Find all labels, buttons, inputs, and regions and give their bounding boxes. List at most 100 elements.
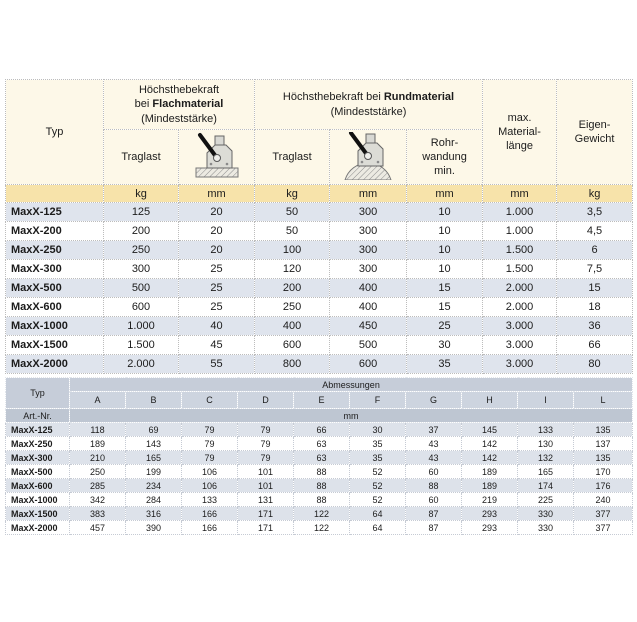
article-number-header: Art.-Nr. bbox=[5, 408, 70, 423]
table-cell: 118 bbox=[69, 422, 126, 437]
table-cell: 36 bbox=[556, 316, 634, 336]
table-cell: 60 bbox=[405, 464, 462, 479]
max-material-length-header: max. Material- länge bbox=[482, 79, 558, 185]
table-cell: 250 bbox=[254, 297, 331, 317]
capacity-table-row: MaxX-1500 1.500 45 600 500 30 3.000 66 bbox=[5, 335, 634, 355]
type-label: MaxX-250 bbox=[5, 240, 104, 260]
table-cell: 52 bbox=[349, 478, 406, 493]
table-cell: 132 bbox=[517, 450, 574, 465]
type-label: MaxX-300 bbox=[5, 450, 70, 465]
table-cell: 390 bbox=[125, 520, 182, 535]
table-cell: 1.000 bbox=[103, 316, 179, 336]
spec-sheet: Typ Höchsthebekraft bei Flachmaterial (M… bbox=[5, 79, 634, 535]
dimension-letter-header: A bbox=[69, 391, 126, 409]
table-cell: 63 bbox=[293, 450, 350, 465]
table-cell: 80 bbox=[556, 354, 634, 374]
rund-icon-cell bbox=[329, 129, 408, 185]
table-cell: 300 bbox=[329, 202, 408, 222]
table-cell: 500 bbox=[103, 278, 179, 298]
table-cell: 35 bbox=[406, 354, 484, 374]
table-cell: 30 bbox=[349, 422, 406, 437]
table-cell: 1.000 bbox=[482, 202, 558, 222]
table-cell: 3.000 bbox=[482, 354, 558, 374]
unit-cell: kg bbox=[556, 184, 634, 203]
table-cell: 25 bbox=[177, 259, 256, 279]
table-cell: 55 bbox=[177, 354, 256, 374]
type-label: MaxX-200 bbox=[5, 221, 104, 241]
table-cell: 133 bbox=[517, 422, 574, 437]
capacity-table-row: MaxX-500 500 25 200 400 15 2.000 15 bbox=[5, 278, 634, 298]
type-label: MaxX-600 bbox=[5, 297, 104, 317]
dimension-letter-header: L bbox=[572, 391, 634, 409]
table-cell: 25 bbox=[406, 316, 484, 336]
table-cell: 250 bbox=[69, 464, 126, 479]
table-cell: 10 bbox=[406, 221, 484, 241]
table-cell: 30 bbox=[406, 335, 484, 355]
flachmaterial-group-header: Höchsthebekraft bei Flachmaterial (Minde… bbox=[102, 79, 256, 130]
table-cell: 100 bbox=[254, 240, 331, 260]
table-cell: 120 bbox=[254, 259, 331, 279]
table-cell: 189 bbox=[461, 478, 518, 493]
table-cell: 52 bbox=[349, 492, 406, 507]
table-cell: 20 bbox=[177, 240, 256, 260]
dimension-letters-row: A B C D E F G H I L bbox=[6, 391, 634, 409]
table-cell: 125 bbox=[103, 202, 179, 222]
capacity-table-row: MaxX-2000 2.000 55 800 600 35 3.000 80 bbox=[5, 354, 634, 374]
table-cell: 79 bbox=[181, 422, 238, 437]
table-cell: 64 bbox=[349, 520, 406, 535]
table-cell: 171 bbox=[237, 520, 294, 535]
table-cell: 37 bbox=[405, 422, 462, 437]
table-cell: 87 bbox=[405, 506, 462, 521]
dimension-letter-header: G bbox=[405, 391, 462, 409]
table-cell: 35 bbox=[349, 436, 406, 451]
table-cell: 219 bbox=[461, 492, 518, 507]
capacity-table-row: MaxX-250 250 20 100 300 10 1.500 6 bbox=[5, 240, 634, 260]
table-cell: 3.000 bbox=[482, 335, 558, 355]
table-cell: 240 bbox=[572, 492, 634, 507]
table-cell: 137 bbox=[572, 436, 634, 451]
type-label: MaxX-300 bbox=[5, 259, 104, 279]
table-cell: 45 bbox=[177, 335, 256, 355]
table-cell: 2.000 bbox=[482, 297, 558, 317]
table-cell: 133 bbox=[181, 492, 238, 507]
capacity-table-row: MaxX-600 600 25 250 400 15 2.000 18 bbox=[5, 297, 634, 317]
units-row: kg mm kg mm mm mm kg bbox=[5, 184, 634, 203]
table-cell: 200 bbox=[254, 278, 331, 298]
table-cell: 135 bbox=[572, 450, 634, 465]
table-cell: 66 bbox=[556, 335, 634, 355]
table-cell: 600 bbox=[254, 335, 331, 355]
table-cell: 7,5 bbox=[556, 259, 634, 279]
table-cell: 131 bbox=[237, 492, 294, 507]
unit-cell: mm bbox=[329, 184, 408, 203]
type-label: MaxX-1500 bbox=[5, 506, 70, 521]
table-cell: 2.000 bbox=[103, 354, 179, 374]
table-cell: 171 bbox=[237, 506, 294, 521]
table-cell: 122 bbox=[293, 520, 350, 535]
typ-column-header: Typ bbox=[5, 79, 104, 185]
unit-header: mm bbox=[68, 408, 634, 423]
dimensions-table-row: MaxX-600 285 234 106 101 88 52 88 189 17… bbox=[5, 478, 634, 493]
table-cell: 600 bbox=[329, 354, 408, 374]
table-cell: 101 bbox=[237, 464, 294, 479]
table-cell: 130 bbox=[517, 436, 574, 451]
table-cell: 200 bbox=[103, 221, 179, 241]
type-label: MaxX-250 bbox=[5, 436, 70, 451]
table-cell: 142 bbox=[461, 436, 518, 451]
type-label: MaxX-1000 bbox=[5, 492, 70, 507]
capacity-table-row: MaxX-1000 1.000 40 400 450 25 3.000 36 bbox=[5, 316, 634, 336]
table-cell: 170 bbox=[572, 464, 634, 479]
dimension-letter-header: D bbox=[237, 391, 294, 409]
table-cell: 199 bbox=[125, 464, 182, 479]
type-label: MaxX-125 bbox=[5, 422, 70, 437]
table-cell: 165 bbox=[125, 450, 182, 465]
table-cell: 143 bbox=[125, 436, 182, 451]
type-label: MaxX-2000 bbox=[5, 354, 104, 374]
table-cell: 43 bbox=[405, 436, 462, 451]
dimensions-table-row: MaxX-1000 342 284 133 131 88 52 60 219 2… bbox=[5, 492, 634, 507]
table-cell: 10 bbox=[406, 259, 484, 279]
table-cell: 87 bbox=[405, 520, 462, 535]
table-cell: 300 bbox=[103, 259, 179, 279]
table-cell: 174 bbox=[517, 478, 574, 493]
table-cell: 88 bbox=[293, 464, 350, 479]
dimensions-table-row: MaxX-1500 383 316 166 171 122 64 87 293 … bbox=[5, 506, 634, 521]
